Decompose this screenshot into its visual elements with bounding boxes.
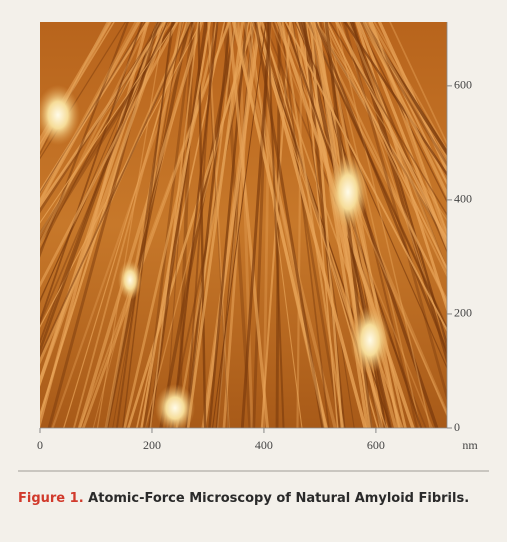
- caption: Figure 1. Atomic-Force Microscopy of Nat…: [18, 488, 488, 509]
- y-tick-label: 0: [454, 420, 460, 434]
- caption-text: Atomic-Force Microscopy of Natural Amylo…: [88, 491, 469, 506]
- spot: [36, 85, 80, 145]
- spot: [118, 260, 142, 300]
- y-tick-label: 600: [454, 78, 472, 92]
- spot: [350, 306, 390, 374]
- y-tick-label: 400: [454, 192, 472, 206]
- spot: [328, 154, 368, 230]
- x-tick-label: 600: [367, 438, 385, 452]
- separator: [18, 470, 489, 472]
- x-tick-label: 0: [37, 438, 43, 452]
- spot: [155, 384, 195, 432]
- x-tick-label: 200: [143, 438, 161, 452]
- figure: nm 0 200 400 600 0 200 400 600 Figure 1. Atomic…: [0, 0, 507, 542]
- afm-panel: nm 0 200 400 600 0 200 400 600: [0, 0, 507, 475]
- y-tick-label: 200: [454, 306, 472, 320]
- x-unit: nm: [462, 438, 478, 452]
- x-tick-label: 400: [255, 438, 273, 452]
- caption-label: Figure 1.: [18, 491, 84, 506]
